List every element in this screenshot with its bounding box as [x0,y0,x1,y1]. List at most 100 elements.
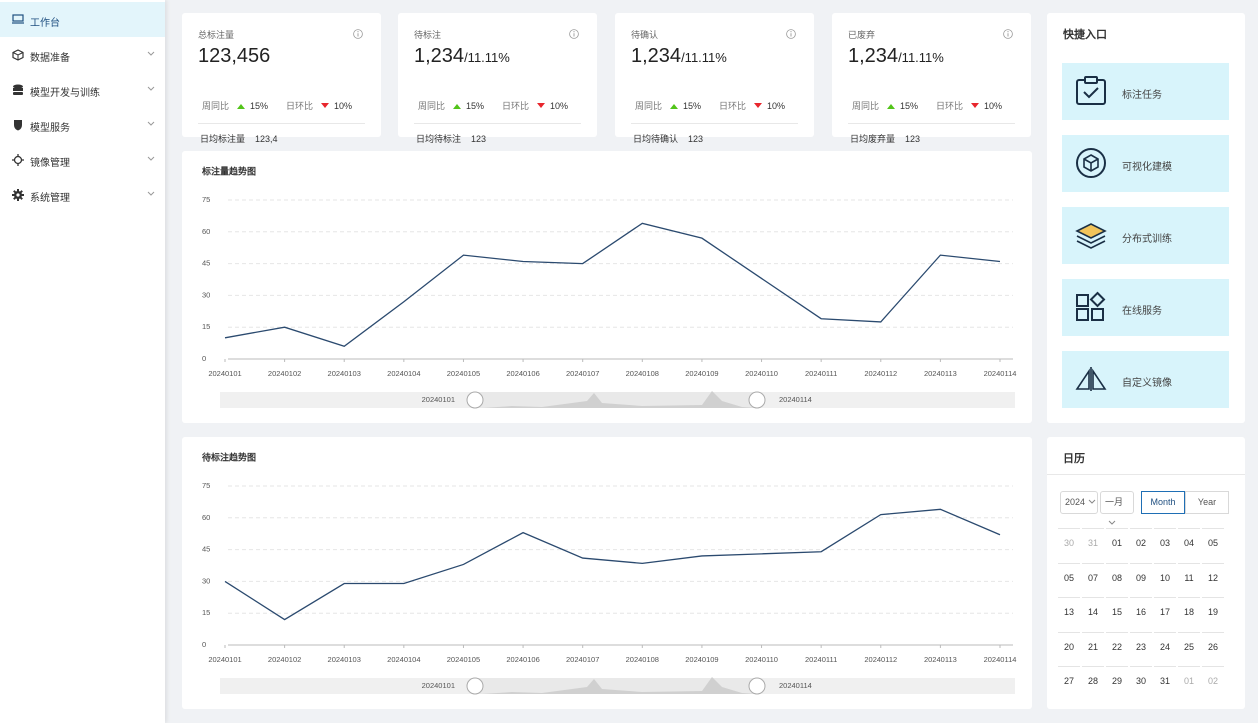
calendar-day[interactable]: 26 [1202,631,1224,666]
calendar-day[interactable]: 24 [1154,631,1176,666]
footer-label: 日均待确认 [633,134,679,144]
x-tick-label: 20240110 [745,655,778,664]
icon-shape [13,84,23,89]
data-line [224,508,1001,621]
compare-change: 10% [550,101,569,111]
calendar-day[interactable]: 13 [1058,597,1080,631]
calendar-card: 日历 2024 一月 Month Year 30 31 01 02 03 04 05 05 07 08 09 1… [1047,437,1245,709]
stat-label: 已废弃 [848,30,876,40]
calendar-day[interactable]: 01 [1178,666,1200,700]
icon-shape [14,120,22,131]
year-select[interactable]: 2024 [1060,491,1098,514]
calendar-day[interactable]: 30 [1130,666,1152,700]
nav-item[interactable]: 工作台 [0,2,165,37]
calendar-day[interactable]: 25 [1178,631,1200,666]
y-tick-label: 30 [202,576,210,585]
line-chart: 待标注趋势图 0 15 30 45 60 75 20240101 20240102 2024010… [202,451,1017,695]
icon-shape [12,52,24,60]
zoom-end-label: 20240114 [779,681,812,690]
calendar-day[interactable]: 31 [1082,528,1104,562]
calendar-day[interactable]: 02 [1202,666,1224,700]
calendar-day[interactable]: 30 [1058,528,1080,562]
calendar-day[interactable]: 05 [1058,562,1080,597]
calendar-day[interactable]: 04 [1178,528,1200,562]
info-icon[interactable] [569,29,579,39]
zoom-handle[interactable] [466,677,484,695]
quick-item[interactable]: 在线服务 [1062,279,1229,336]
quick-item[interactable]: 标注任务 [1062,63,1229,120]
nav-item[interactable]: 模型开发与训练 [0,72,165,107]
mode-button[interactable]: Month [1141,491,1185,514]
info-icon[interactable] [353,29,363,39]
calendar-day[interactable]: 29 [1106,666,1128,700]
calendar-day[interactable]: 22 [1106,631,1128,666]
nav-icon [12,49,24,61]
calendar-day[interactable]: 18 [1178,597,1200,631]
stat-card: 待确认 1,234/11.11% 周同比 15% 日环比 10% 日均待确认 123 [615,13,814,144]
trend-triangle [971,103,980,108]
calendar-day[interactable]: 21 [1082,631,1104,666]
x-tick-label: 20240114 [984,655,1017,664]
quick-item[interactable]: 可视化建模 [1062,135,1229,192]
calendar-day[interactable]: 10 [1154,562,1176,597]
info-icon[interactable] [1003,29,1013,39]
zoom-handle[interactable] [748,391,766,409]
calendar-day[interactable]: 14 [1082,597,1104,631]
zoom-handle[interactable] [466,391,484,409]
calendar-day[interactable]: 02 [1130,528,1152,562]
nav-item[interactable]: 数据准备 [0,37,165,72]
chevron [147,156,155,161]
quick-item[interactable]: 自定义镜像 [1062,351,1229,408]
calendar-day[interactable]: 07 [1082,562,1104,597]
calendar-day[interactable]: 23 [1130,631,1152,666]
calendar-day[interactable]: 27 [1058,666,1080,700]
calendar-day[interactable]: 31 [1154,666,1176,700]
icon-shape [1091,308,1104,321]
compare-label: 周同比 [202,101,230,111]
nav-item[interactable]: 系统管理 [0,177,165,212]
icon-shape [1083,154,1099,172]
calendar-day[interactable]: 09 [1130,562,1152,597]
nav-item[interactable]: 模型服务 [0,107,165,142]
y-tick-label: 45 [202,259,210,268]
quick-label: 分布式训练 [1122,234,1172,245]
icon-shape [1084,76,1098,84]
calendar-day[interactable]: 17 [1154,597,1176,631]
calendar-day[interactable]: 19 [1202,597,1224,631]
nav-item[interactable]: 镜像管理 [0,142,165,177]
stat-value: 123,456 [198,45,270,68]
nav-label: 模型服务 [30,123,70,134]
icon-shape [1075,223,1107,239]
nav-label: 镜像管理 [30,158,70,169]
divider [631,123,798,124]
zoom-preview [482,391,757,408]
quick-label: 自定义镜像 [1122,378,1172,389]
x-tick-label: 20240105 [447,369,480,378]
calendar-day[interactable]: 20 [1058,631,1080,666]
calendar-day[interactable]: 08 [1106,562,1128,597]
calendar-day[interactable]: 05 [1202,528,1224,562]
zoom-handle[interactable] [748,677,766,695]
calendar-day[interactable]: 16 [1130,597,1152,631]
info-circle [1003,29,1013,39]
compare-change: 10% [767,101,786,111]
quick-item[interactable]: 分布式训练 [1062,207,1229,264]
month-select[interactable]: 一月 [1100,491,1134,525]
calendar-day[interactable]: 11 [1178,562,1200,597]
x-tick-label: 20240106 [506,655,539,664]
nav-icon [12,189,24,201]
calendar-day[interactable]: 03 [1154,528,1176,562]
calendar-day[interactable]: 28 [1082,666,1104,700]
stat-label: 总标注量 [198,30,235,40]
quick-icon [1076,76,1106,105]
calendar-day[interactable]: 01 [1106,528,1128,562]
mode-button[interactable]: Year [1185,491,1229,514]
info-icon[interactable] [786,29,796,39]
compare: 日环比 10% [936,99,1002,112]
calendar-day[interactable]: 12 [1202,562,1224,597]
zoom-end-label: 20240114 [779,395,812,404]
compare: 周同比 15% [852,99,918,112]
chevron-path [147,121,155,126]
stat-value: 1,234/11.11% [631,45,727,68]
calendar-day[interactable]: 15 [1106,597,1128,631]
